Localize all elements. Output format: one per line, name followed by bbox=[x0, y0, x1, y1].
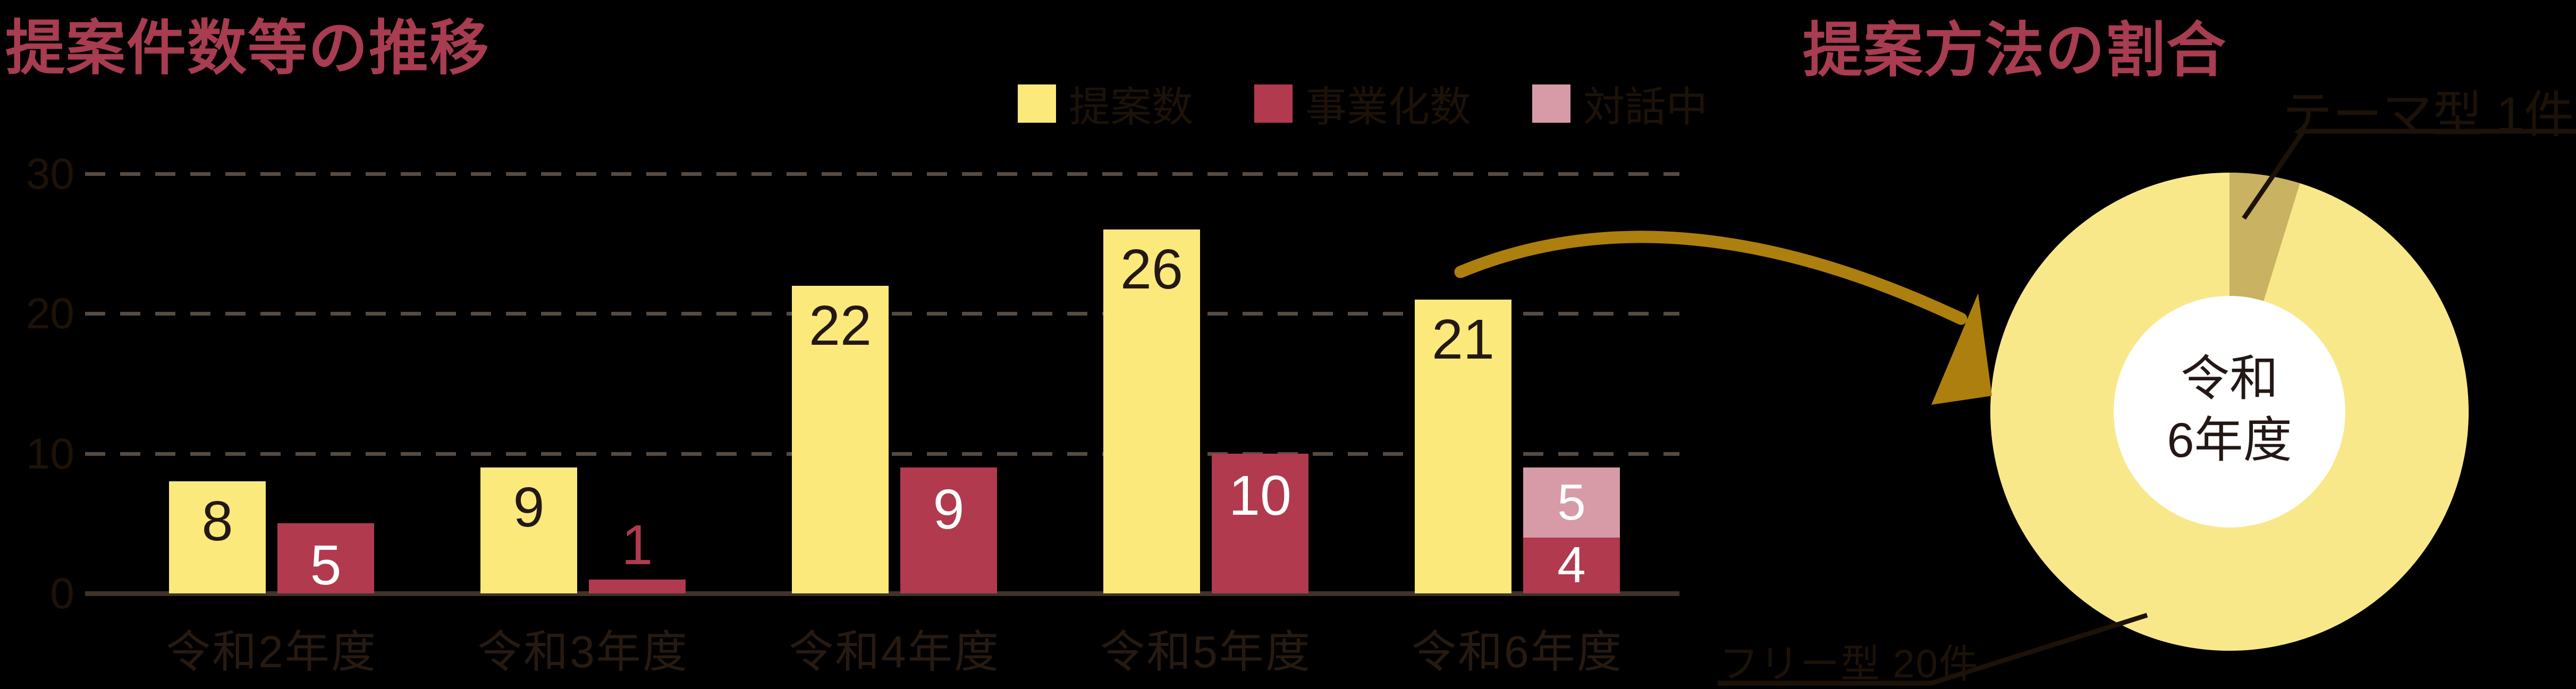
bar-commercialized-0 bbox=[277, 523, 374, 593]
bar-value-proposals-0: 8 bbox=[201, 490, 233, 553]
x-axis-label-2: 令和4年度 bbox=[789, 627, 1000, 677]
bar-value-commercialized-2: 9 bbox=[933, 478, 965, 541]
legend: 提案数 事業化数 対話中 bbox=[1018, 74, 1708, 133]
donut-chart bbox=[1990, 173, 2469, 651]
x-axis-label-1: 令和3年度 bbox=[477, 627, 689, 677]
legend-item-2: 対話中 bbox=[1532, 74, 1708, 133]
legend-label: 対話中 bbox=[1583, 83, 1708, 130]
bar-value-proposals-2: 22 bbox=[809, 294, 872, 357]
bar-value-commercialized-3: 10 bbox=[1229, 464, 1291, 527]
donut-center-label-line2: 6年度 bbox=[2167, 413, 2292, 467]
x-axis-label-4: 令和6年度 bbox=[1412, 627, 1623, 677]
bar-commercialized-1 bbox=[589, 579, 686, 593]
bar-proposals-0 bbox=[169, 481, 266, 593]
bar-proposals-1 bbox=[480, 467, 577, 593]
bar-proposals-4 bbox=[1415, 300, 1511, 593]
x-axis-label-0: 令和2年度 bbox=[166, 627, 377, 677]
y-axis-tick-0: 0 bbox=[50, 569, 74, 618]
bar-commercialized-2 bbox=[900, 467, 997, 593]
y-axis-tick-10: 10 bbox=[26, 429, 74, 478]
legend-swatch-icon bbox=[1254, 84, 1293, 123]
curved-arrow-head-icon bbox=[1931, 293, 1992, 405]
bar-proposals-3 bbox=[1103, 229, 1200, 593]
legend-label: 事業化数 bbox=[1305, 83, 1472, 130]
pie-chart-title: 提案方法の割合 bbox=[1803, 17, 2227, 83]
gridline-30 bbox=[85, 172, 1679, 176]
bar-chart-title: 提案件数等の推移 bbox=[5, 15, 490, 81]
bar-in-dialogue-4 bbox=[1523, 467, 1620, 538]
bar-value-proposals-1: 9 bbox=[513, 476, 545, 539]
donut-center-label: 令和 6年度 bbox=[2070, 348, 2389, 472]
legend-label: 提案数 bbox=[1069, 83, 1194, 130]
bar-commercialized-4 bbox=[1523, 537, 1620, 593]
legend-swatch-icon bbox=[1532, 84, 1571, 123]
x-axis-line bbox=[85, 591, 1679, 596]
callout-theme-type: テーマ型 1件 bbox=[2282, 87, 2574, 142]
legend-item-0: 提案数 bbox=[1018, 74, 1193, 133]
donut-hole bbox=[2114, 296, 2345, 528]
bar-value-proposals-3: 26 bbox=[1120, 238, 1183, 301]
x-axis-label-3: 令和5年度 bbox=[1100, 627, 1312, 677]
legend-swatch-icon bbox=[1018, 84, 1056, 123]
bar-value-commercialized-0: 5 bbox=[310, 534, 342, 597]
legend-item-1: 事業化数 bbox=[1254, 74, 1471, 133]
bar-value-in-dialogue-4: 5 bbox=[1557, 473, 1586, 531]
y-axis-tick-30: 30 bbox=[26, 150, 74, 199]
y-axis-tick-20: 20 bbox=[26, 290, 74, 338]
bar-commercialized-3 bbox=[1212, 453, 1308, 593]
bar-proposals-2 bbox=[792, 285, 889, 593]
bar-value-proposals-4: 21 bbox=[1432, 308, 1494, 371]
callout-free-type: フリー型 20件 bbox=[1719, 642, 1979, 686]
curved-arrow-shaft bbox=[1454, 231, 1967, 325]
bar-value-commercialized-1: 1 bbox=[621, 513, 653, 576]
bar-value-commercialized-4: 4 bbox=[1557, 537, 1586, 594]
donut-center-label-line1: 令和 bbox=[2180, 352, 2278, 406]
